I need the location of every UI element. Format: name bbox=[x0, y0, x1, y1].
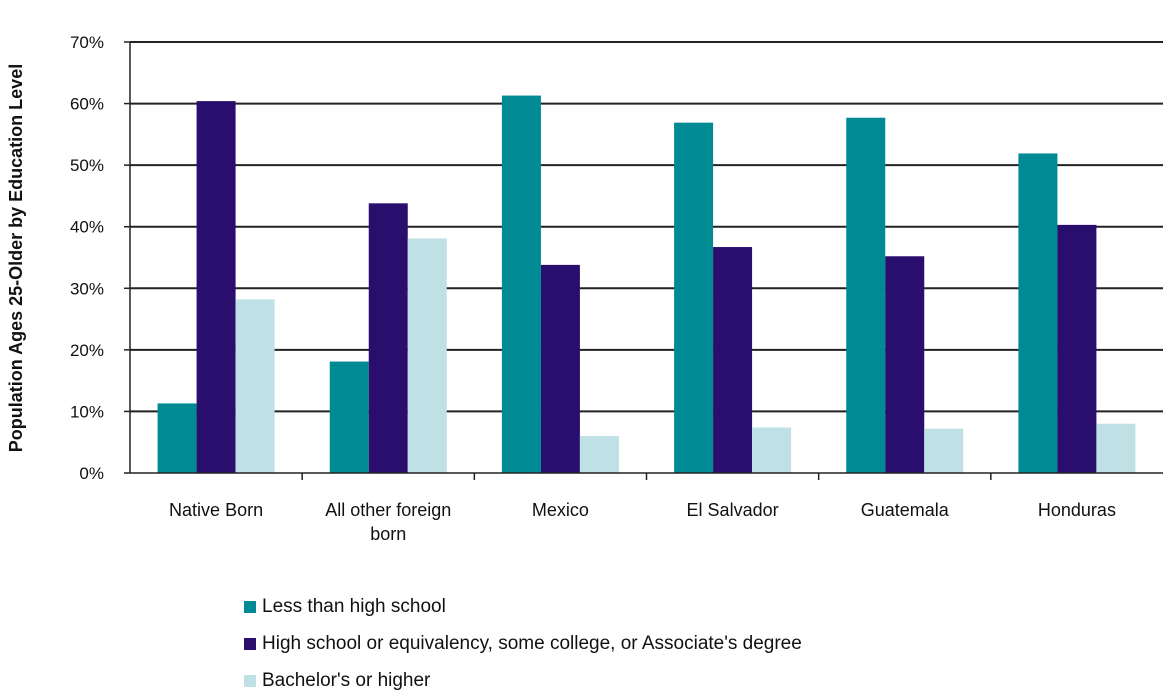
legend-swatch bbox=[244, 674, 256, 687]
bar bbox=[846, 117, 886, 474]
legend-label: Less than high school bbox=[262, 595, 446, 617]
legend-item: Less than high school bbox=[244, 588, 802, 625]
y-tick-labels: 0% 10% 20% 30% 40% 50% 60% 70% bbox=[70, 33, 104, 483]
gridlines bbox=[130, 41, 1163, 413]
x-tick-labels: Native Born All other foreign born Mexico El… bbox=[169, 500, 1116, 544]
legend-label: Bachelor's or higher bbox=[262, 669, 431, 691]
bar bbox=[713, 247, 753, 473]
bar bbox=[196, 101, 236, 473]
bar bbox=[329, 361, 369, 473]
y-tick-label: 0% bbox=[79, 464, 104, 483]
x-tick-label: Native Born bbox=[169, 500, 263, 520]
bar bbox=[407, 238, 447, 473]
bar bbox=[924, 428, 964, 473]
bar-chart: 0% 10% 20% 30% 40% 50% 60% 70% Native Born All o… bbox=[6, 33, 1163, 544]
legend-swatch bbox=[244, 600, 256, 613]
x-tick-label: All other foreign born bbox=[325, 500, 451, 544]
y-tick-label: 40% bbox=[70, 218, 104, 237]
bar bbox=[1096, 423, 1136, 473]
x-tick-label: El Salvador bbox=[687, 500, 779, 520]
y-tick-label: 60% bbox=[70, 95, 104, 114]
bar bbox=[1057, 224, 1097, 473]
bar bbox=[540, 264, 580, 473]
legend-label: High school or equivalency, some college… bbox=[262, 632, 802, 654]
legend-item: High school or equivalency, some college… bbox=[244, 625, 802, 662]
axes bbox=[124, 41, 1163, 480]
bar bbox=[885, 256, 925, 473]
bar bbox=[235, 299, 275, 473]
bars bbox=[157, 95, 1136, 474]
x-tick-label: Mexico bbox=[532, 500, 589, 520]
legend-swatch bbox=[244, 637, 256, 650]
bar bbox=[752, 427, 792, 473]
x-tick-label: Honduras bbox=[1038, 500, 1116, 520]
y-axis-label: Population Ages 25-Older by Education Le… bbox=[6, 64, 26, 452]
x-tick-label: Guatemala bbox=[861, 500, 950, 520]
y-tick-label: 70% bbox=[70, 33, 104, 52]
bar bbox=[368, 203, 408, 473]
bar bbox=[157, 403, 197, 473]
bar bbox=[579, 436, 619, 473]
y-tick-label: 30% bbox=[70, 279, 104, 298]
y-tick-label: 50% bbox=[70, 156, 104, 175]
bar bbox=[501, 95, 541, 474]
y-tick-label: 20% bbox=[70, 341, 104, 360]
bar bbox=[1018, 153, 1058, 474]
legend: Less than high school High school or equ… bbox=[244, 588, 802, 699]
y-tick-label: 10% bbox=[70, 402, 104, 421]
bar bbox=[674, 122, 714, 473]
legend-item: Bachelor's or higher bbox=[244, 662, 802, 699]
